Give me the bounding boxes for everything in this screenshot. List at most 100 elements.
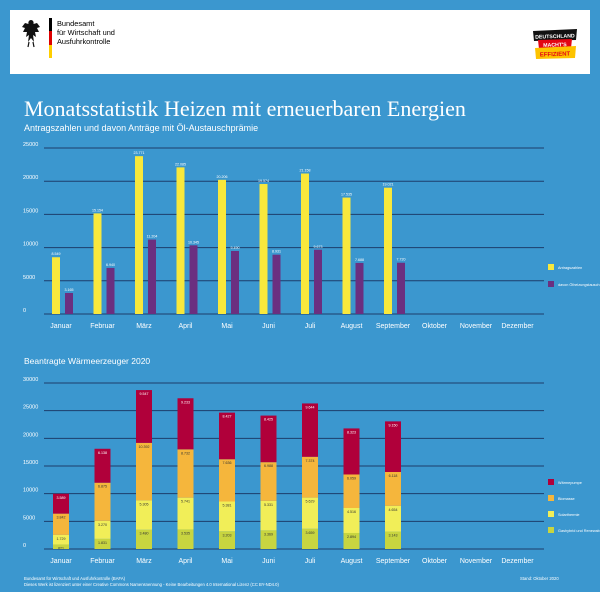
data-label: 8.732: [181, 451, 190, 455]
y-tick-label: 25000: [23, 405, 38, 411]
ministry-name: Bundesamt für Wirtschaft und Ausfuhrkont…: [57, 19, 115, 46]
x-tick-label: April: [178, 323, 192, 330]
legend-label: Gashybrid und Renewable-Ready: [558, 529, 600, 533]
stacked-segment: [94, 448, 111, 483]
data-label: 9.150: [389, 423, 398, 427]
stacked-segment: [53, 513, 69, 535]
x-tick-label: Januar: [50, 323, 72, 330]
legend-swatch: [548, 264, 554, 270]
data-label: 7.688: [355, 258, 364, 262]
data-label: 5.629: [306, 500, 315, 504]
stacked-segment: [53, 493, 69, 514]
y-tick-label: 5000: [23, 275, 35, 281]
x-tick-label: Dezember: [501, 323, 534, 330]
legend-swatch: [548, 511, 554, 517]
bar-oil-exchange: [148, 239, 156, 314]
data-label: 9.490: [231, 246, 240, 250]
badge-text: EFFIZIENT: [540, 51, 571, 58]
x-tick-label: Juni: [262, 323, 275, 330]
x-tick-label: September: [376, 323, 411, 330]
data-label: 8.931: [272, 250, 281, 254]
legend-label: Biomasse: [558, 497, 575, 501]
data-label: 6.059: [347, 476, 356, 480]
data-label: 3.842: [57, 516, 66, 520]
data-label: 3.203: [223, 533, 232, 537]
y-tick-label: 10000: [23, 242, 38, 248]
x-tick-label: Februar: [90, 323, 115, 330]
footer-date: Stand: Oktober 2020: [520, 576, 559, 581]
x-tick-label: Mai: [221, 558, 233, 565]
stacked-segment: [219, 412, 235, 460]
bar-oil-exchange: [106, 267, 115, 314]
data-label: 3.589: [57, 496, 66, 500]
x-tick-label: Juli: [305, 558, 316, 565]
x-tick-label: März: [136, 323, 152, 330]
x-tick-label: November: [460, 323, 493, 330]
stacked-segment: [136, 442, 152, 501]
footer-line: Bundesamt für Wirtschaft und Ausfuhrkont…: [24, 576, 126, 581]
stacked-segment: [343, 474, 360, 508]
stacked-segment: [219, 501, 235, 532]
legend-label: Wärmepumpe: [558, 481, 582, 485]
data-label: 7.636: [223, 461, 232, 465]
y-tick-label: 30000: [23, 377, 38, 383]
data-label: 3.659: [306, 531, 315, 535]
stacked-segment: [260, 530, 277, 549]
header-bar: Bundesamt für Wirtschaft und Ausfuhrkont…: [10, 10, 590, 74]
bar-applications: [218, 179, 226, 314]
page-title: Monatsstatistik Heizen mit erneuerbaren …: [24, 96, 466, 121]
x-tick-label: Juli: [305, 323, 316, 330]
data-label: 10.345: [188, 240, 199, 244]
data-label: 8.549: [52, 252, 61, 256]
flag-stripe-gold: [49, 44, 52, 58]
legend-label: davon Ölheizungstausch: [558, 283, 600, 287]
legend-swatch: [548, 527, 554, 533]
stacked-segment: [94, 538, 111, 549]
bar-applications: [301, 173, 309, 314]
legend-label: Antragszahlen: [558, 266, 582, 270]
bar-oil-exchange: [231, 250, 239, 314]
y-tick-label: 20000: [23, 175, 38, 181]
stacked-segment: [302, 528, 318, 549]
data-label: 6.988: [264, 464, 273, 468]
y-tick-label: 25000: [23, 142, 38, 148]
stacked-segment: [177, 398, 194, 450]
bar-oil-exchange: [65, 292, 73, 314]
deutschland-machts-effizient-logo: DEUTSCHLAND MACHT'S EFFIZIENT: [533, 29, 577, 59]
data-label: 4.654: [389, 508, 398, 512]
footer-line: Dieses Werk ist lizenziert unter einer C…: [24, 581, 279, 587]
stacked-segment: [385, 472, 401, 506]
data-label: 9.644: [306, 405, 315, 409]
page-subtitle: Antragszahlen und davon Anträge mit Öl-A…: [24, 123, 259, 133]
bar-applications: [342, 197, 351, 314]
data-label: 5.741: [181, 500, 190, 504]
x-tick-label: Februar: [90, 558, 115, 565]
data-label: 1.831: [98, 541, 107, 545]
stacked-segment: [94, 520, 111, 539]
stacked-segment: [177, 497, 194, 530]
data-label: 5.305: [140, 502, 149, 506]
badge-text: DEUTSCHLAND: [535, 33, 575, 40]
legend-label: Solarthermie: [558, 513, 580, 517]
stacked-segment: [177, 449, 194, 498]
x-tick-label: April: [178, 558, 192, 565]
data-label: 10.392: [139, 445, 150, 449]
data-label: 4.516: [347, 510, 356, 514]
data-label: 22.085: [175, 162, 186, 166]
stacked-segment: [260, 500, 277, 531]
footer-credits: Bundesamt für Wirtschaft und Ausfuhrkont…: [24, 576, 279, 587]
stacked-segment: [343, 532, 360, 549]
x-tick-label: Dezember: [501, 558, 534, 565]
y-tick-label: 10000: [23, 488, 38, 494]
data-label: 3.270: [98, 523, 107, 527]
data-label: 6.138: [98, 451, 107, 455]
stacked-segment: [219, 459, 235, 502]
data-label: 3.535: [181, 531, 190, 535]
data-label: 8.425: [264, 418, 273, 422]
stacked-segment: [94, 482, 111, 521]
data-label: 3.480: [140, 532, 149, 536]
x-tick-label: Januar: [50, 558, 72, 565]
bar-oil-exchange: [397, 262, 405, 314]
